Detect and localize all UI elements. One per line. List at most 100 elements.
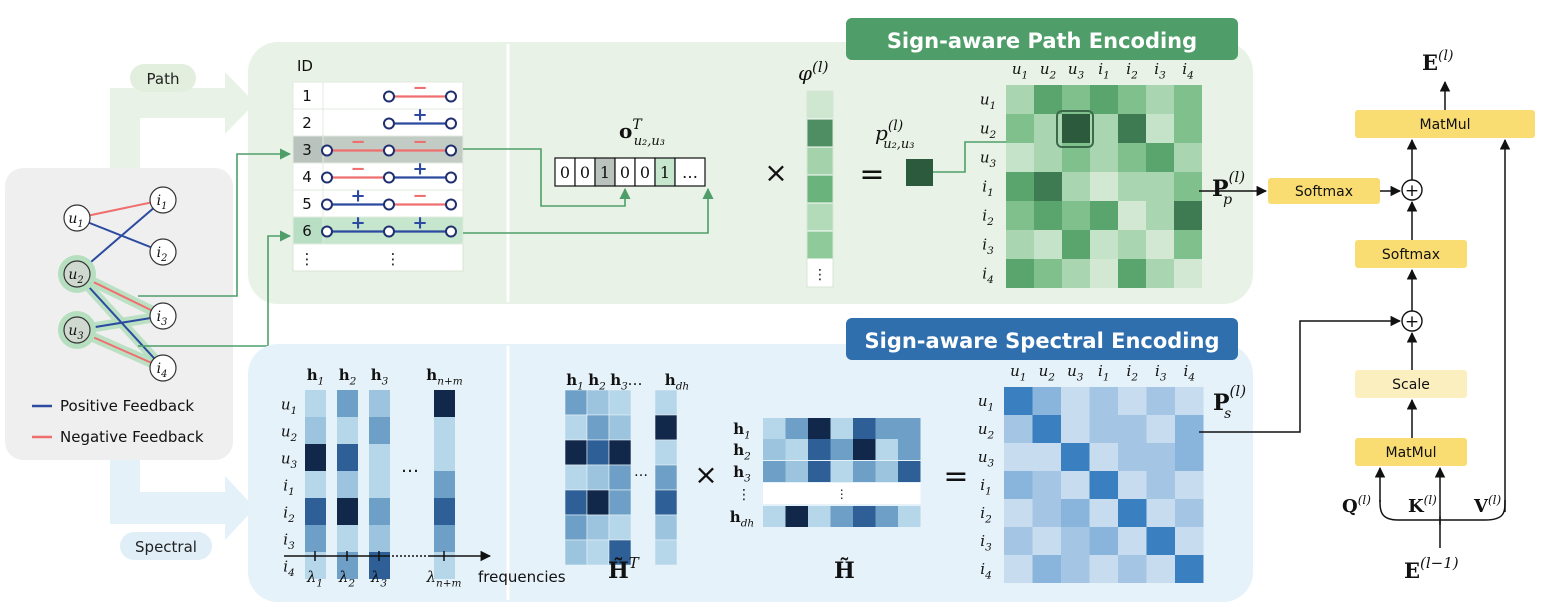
matrix-col-header: i1 bbox=[1098, 362, 1110, 384]
phi-cell bbox=[806, 146, 834, 176]
matrix-cell bbox=[1118, 527, 1147, 555]
scale-box bbox=[1355, 370, 1467, 398]
matrix-cell bbox=[1034, 259, 1062, 288]
spectral-row-label: u3 bbox=[281, 450, 298, 472]
eigvec-cell bbox=[305, 525, 326, 552]
phi-frame bbox=[806, 90, 834, 288]
htildeT-cell bbox=[564, 464, 588, 491]
eigvec-cell bbox=[369, 498, 390, 525]
matrix-cell bbox=[1006, 85, 1034, 114]
matrix-cell bbox=[1146, 499, 1175, 527]
matrix-cell bbox=[1061, 443, 1090, 471]
matrix-cell bbox=[1090, 230, 1118, 259]
connector-onehot-6 bbox=[463, 187, 714, 234]
matrix-cell bbox=[1174, 85, 1202, 114]
negative-edge bbox=[76, 199, 164, 219]
node-label-u1: u1 bbox=[68, 211, 83, 230]
eigvec-cell bbox=[434, 552, 455, 579]
matrix-cell bbox=[1032, 443, 1061, 471]
attention-block: E(l) MatMul Softmax Softmax Scale MatMul + + Q(l… bbox=[1199, 48, 1535, 583]
matrix-col-header: i3 bbox=[1154, 60, 1166, 82]
htildeT-cell bbox=[608, 539, 632, 566]
matrix-cell bbox=[1118, 114, 1146, 143]
eigvec-cell bbox=[434, 498, 455, 525]
htilde-cell bbox=[808, 461, 831, 482]
matrix-cell bbox=[1118, 201, 1146, 230]
htilde-row-dots: ⋮ bbox=[737, 487, 751, 503]
matrix-row-header: i1 bbox=[982, 178, 994, 200]
highlighted-entry-frame bbox=[1056, 110, 1094, 148]
matrix-cell bbox=[1118, 143, 1146, 172]
matrix-cell bbox=[1146, 443, 1175, 471]
matrix-cell bbox=[1062, 230, 1090, 259]
matrix-cell bbox=[1061, 555, 1090, 583]
matrix-col-header: i2 bbox=[1127, 362, 1139, 384]
matrix-cell bbox=[1089, 471, 1118, 499]
matrix-cell bbox=[1118, 443, 1147, 471]
path-label: Path bbox=[147, 70, 180, 88]
one-hot-cell bbox=[674, 157, 706, 187]
phi-cell bbox=[806, 202, 834, 232]
path-id: 4 bbox=[302, 168, 312, 186]
matrix-cell bbox=[1004, 443, 1033, 471]
htildeT-cell bbox=[564, 489, 588, 516]
htilde-cell bbox=[830, 506, 853, 527]
matrix-col-header: u3 bbox=[1068, 60, 1085, 82]
htilde-cell bbox=[808, 418, 831, 439]
matrix-cell bbox=[1089, 499, 1118, 527]
path-node bbox=[321, 225, 333, 238]
positive-edge bbox=[76, 273, 164, 369]
matrix-cell bbox=[1175, 387, 1204, 415]
one-hot-value: 0 bbox=[560, 163, 570, 182]
spectral-times-sign: × bbox=[694, 458, 717, 491]
times-sign: × bbox=[764, 156, 787, 189]
scale-label: Scale bbox=[1392, 377, 1430, 393]
matrix-row-header: u3 bbox=[980, 149, 997, 171]
htilde-row-label: h1 bbox=[733, 420, 751, 442]
matrix-cell bbox=[1118, 499, 1147, 527]
eigvec-cell bbox=[305, 390, 326, 417]
eigvec-cell bbox=[337, 417, 358, 444]
matrix-row-header: u2 bbox=[978, 420, 995, 442]
matrix-col-header: i1 bbox=[1098, 60, 1110, 82]
matrix-cell bbox=[1062, 114, 1090, 143]
matrix-cell bbox=[1006, 114, 1034, 143]
htildeT-cell bbox=[586, 464, 610, 491]
eigvec-cell bbox=[369, 471, 390, 498]
matrix-cell bbox=[1175, 499, 1204, 527]
matrix-cell bbox=[1118, 172, 1146, 201]
path-node bbox=[445, 117, 457, 130]
matrix-cell bbox=[1006, 172, 1034, 201]
path-node bbox=[321, 171, 333, 184]
matrix-cell bbox=[1089, 443, 1118, 471]
htildeT-cell bbox=[586, 414, 610, 441]
softmax-mid-box bbox=[1355, 240, 1467, 268]
matrix-row-header: i1 bbox=[980, 476, 992, 498]
eigvec-header: h1 bbox=[307, 366, 325, 388]
matmul-bottom-label: MatMul bbox=[1386, 445, 1437, 461]
k-label: K(l) bbox=[1408, 493, 1437, 517]
softmax-mid-label: Softmax bbox=[1382, 247, 1440, 263]
connector-onehot-3 bbox=[463, 148, 631, 207]
htildeT-cell bbox=[586, 539, 610, 566]
matrix-cell bbox=[1089, 527, 1118, 555]
matrix-cell bbox=[1034, 201, 1062, 230]
eigvec-header: h2 bbox=[339, 366, 357, 388]
matrix-cell bbox=[1034, 85, 1062, 114]
matrix-cell bbox=[1004, 499, 1033, 527]
path-node bbox=[445, 144, 457, 157]
matrix-cell bbox=[1174, 201, 1202, 230]
matrix-cell bbox=[1062, 259, 1090, 288]
matrix-col-header: i4 bbox=[1182, 60, 1194, 82]
matrix-cell bbox=[1089, 387, 1118, 415]
path-id: 3 bbox=[302, 141, 312, 159]
htildeT-cell bbox=[654, 489, 678, 516]
htildeT-cell bbox=[608, 489, 632, 516]
p-scalar-cell bbox=[906, 159, 933, 186]
positive-edge bbox=[76, 217, 164, 253]
htilde-cell bbox=[853, 506, 876, 527]
negative-sign: − bbox=[350, 159, 365, 180]
path-label-pill bbox=[130, 64, 196, 92]
